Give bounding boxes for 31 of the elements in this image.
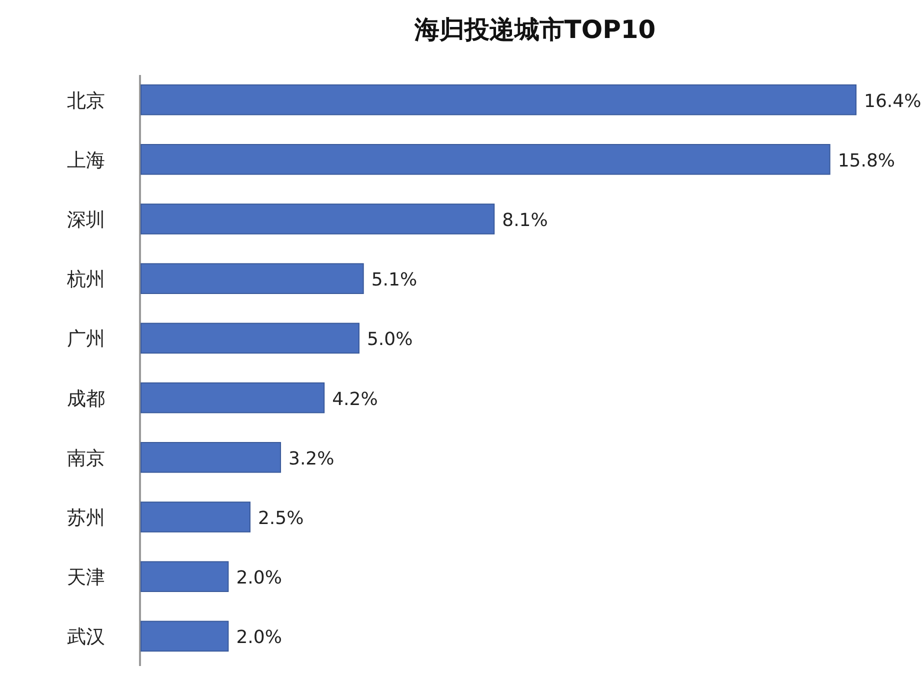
bar bbox=[140, 84, 856, 116]
y-tick-label: 深圳 bbox=[67, 209, 105, 231]
bar bbox=[140, 144, 830, 175]
bar bbox=[140, 442, 282, 473]
data-label: 3.2% bbox=[288, 448, 334, 470]
data-label: 2.5% bbox=[258, 508, 304, 529]
data-label: 5.1% bbox=[371, 270, 418, 291]
bar bbox=[140, 204, 495, 234]
y-tick-label: 成都 bbox=[67, 388, 105, 410]
y-tick-label: 上海 bbox=[67, 149, 105, 172]
y-tick-label: 南京 bbox=[67, 447, 105, 470]
data-label: 8.1% bbox=[502, 210, 548, 231]
data-label: 5.0% bbox=[366, 329, 413, 350]
bar bbox=[140, 620, 229, 652]
y-tick-label: 杭州 bbox=[66, 268, 105, 291]
data-label: 16.4% bbox=[864, 90, 922, 112]
y-tick-label: 天津 bbox=[67, 566, 105, 589]
data-label: 15.8% bbox=[838, 150, 896, 172]
data-label: 2.0% bbox=[236, 627, 282, 648]
bar bbox=[140, 263, 364, 294]
data-label: 2.0% bbox=[236, 568, 282, 589]
y-tick-label: 广州 bbox=[67, 328, 105, 350]
data-label: 4.2% bbox=[332, 388, 378, 410]
bar bbox=[140, 322, 360, 354]
bar bbox=[140, 382, 325, 414]
bar bbox=[140, 502, 250, 532]
y-tick-label: 武汉 bbox=[67, 626, 105, 648]
y-tick-label: 北京 bbox=[67, 90, 105, 112]
bar bbox=[140, 561, 229, 592]
y-tick-label: 苏州 bbox=[67, 507, 105, 529]
chart-title: 海归投递城市TOP10 bbox=[413, 15, 656, 44]
